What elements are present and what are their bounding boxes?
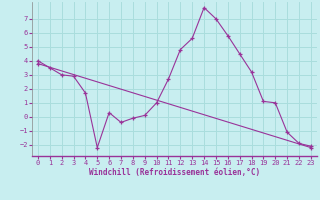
X-axis label: Windchill (Refroidissement éolien,°C): Windchill (Refroidissement éolien,°C) <box>89 168 260 177</box>
